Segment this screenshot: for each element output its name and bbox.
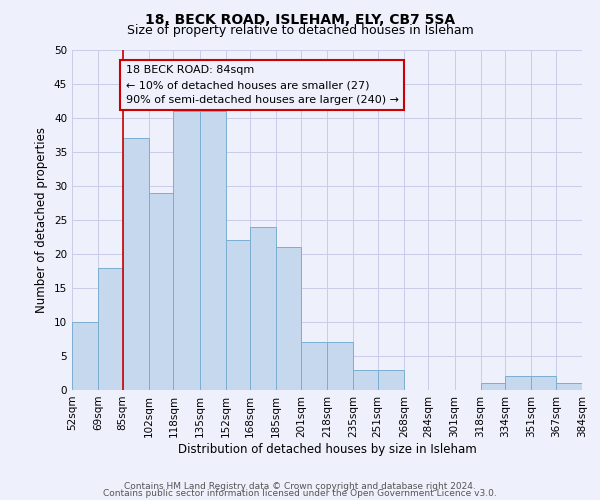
- Bar: [199, 111, 226, 390]
- Bar: [353, 370, 377, 390]
- Bar: [226, 240, 250, 390]
- Text: 18, BECK ROAD, ISLEHAM, ELY, CB7 5SA: 18, BECK ROAD, ISLEHAM, ELY, CB7 5SA: [145, 12, 455, 26]
- Bar: [250, 227, 277, 390]
- Bar: [556, 383, 582, 390]
- Bar: [98, 268, 122, 390]
- X-axis label: Distribution of detached houses by size in Isleham: Distribution of detached houses by size …: [178, 442, 476, 456]
- Bar: [173, 111, 199, 390]
- Bar: [149, 193, 173, 390]
- Bar: [122, 138, 149, 390]
- Text: Contains public sector information licensed under the Open Government Licence v3: Contains public sector information licen…: [103, 490, 497, 498]
- Y-axis label: Number of detached properties: Number of detached properties: [35, 127, 49, 313]
- Bar: [481, 383, 505, 390]
- Bar: [505, 376, 532, 390]
- Bar: [301, 342, 327, 390]
- Bar: [72, 322, 98, 390]
- Bar: [277, 247, 301, 390]
- Text: Size of property relative to detached houses in Isleham: Size of property relative to detached ho…: [127, 24, 473, 37]
- Bar: [377, 370, 404, 390]
- Bar: [327, 342, 353, 390]
- Text: Contains HM Land Registry data © Crown copyright and database right 2024.: Contains HM Land Registry data © Crown c…: [124, 482, 476, 491]
- Bar: [532, 376, 556, 390]
- Text: 18 BECK ROAD: 84sqm
← 10% of detached houses are smaller (27)
90% of semi-detach: 18 BECK ROAD: 84sqm ← 10% of detached ho…: [125, 66, 398, 105]
